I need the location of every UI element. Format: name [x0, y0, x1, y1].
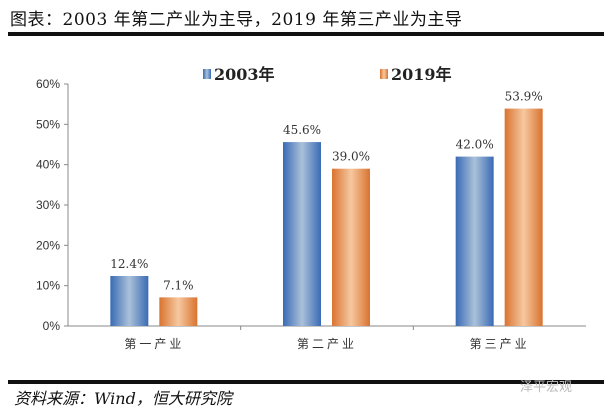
y-tick-label: 50% [36, 117, 60, 131]
source-note: 资料来源：Wind，恒大研究院 [14, 389, 232, 408]
watermark: 泽平宏观 [520, 380, 573, 395]
data-label: 53.9% [505, 90, 543, 104]
legend-label: 2003年 [214, 65, 275, 84]
legend-swatch [203, 69, 211, 79]
data-label: 39.0% [332, 150, 370, 164]
figure-title: 图表：2003 年第二产业为主导，2019 年第三产业为主导 [10, 10, 463, 30]
legend-label: 2019年 [391, 65, 452, 84]
bar [455, 156, 494, 326]
bar [159, 297, 198, 326]
data-label: 12.4% [110, 257, 148, 271]
x-tick-label: 第二产业 [297, 337, 357, 351]
bar [110, 275, 149, 326]
bar [504, 108, 543, 326]
y-tick-label: 10% [36, 279, 60, 293]
x-tick-label: 第一产业 [124, 337, 184, 351]
x-tick-label: 第三产业 [470, 337, 530, 351]
data-label: 7.1% [163, 278, 194, 292]
y-tick-label: 20% [36, 238, 60, 252]
y-tick-label: 60% [36, 77, 60, 91]
legend-swatch [380, 69, 388, 79]
y-tick-label: 0% [43, 319, 61, 333]
bar [332, 168, 370, 326]
data-label: 42.0% [456, 138, 494, 152]
bar [283, 142, 321, 326]
data-label: 45.6% [283, 123, 321, 137]
y-tick-label: 30% [36, 198, 60, 212]
y-tick-label: 40% [36, 158, 60, 172]
top-rule [8, 32, 604, 36]
bottom-rule [8, 380, 604, 384]
